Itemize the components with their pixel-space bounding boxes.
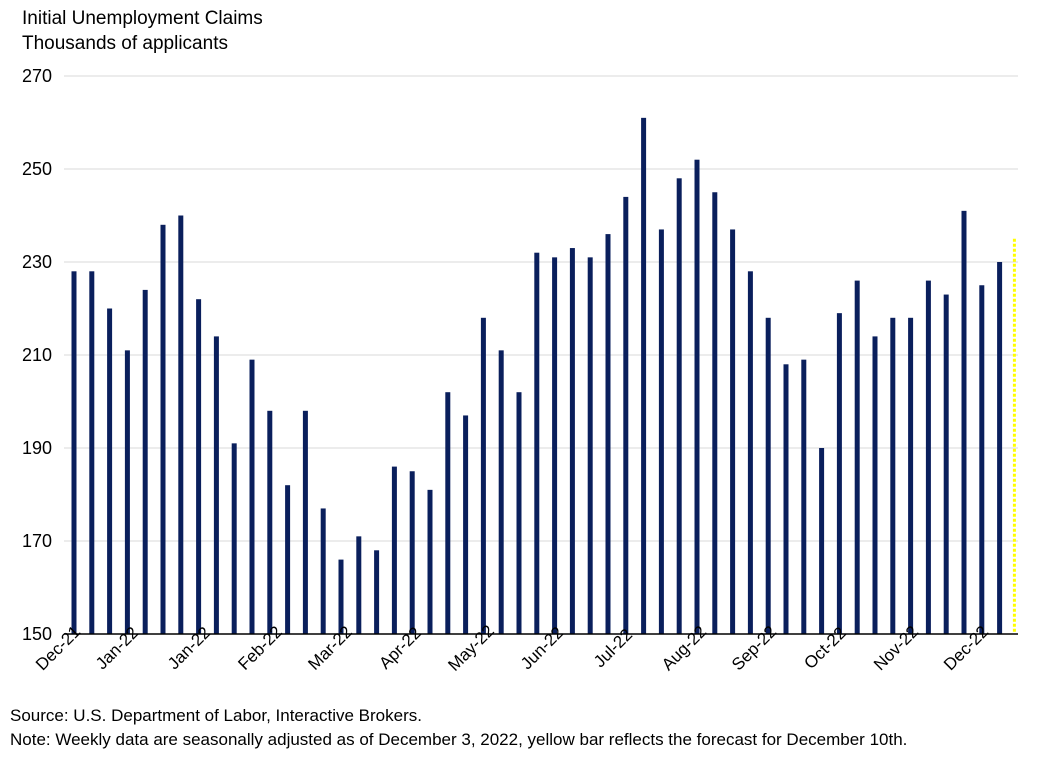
x-tick-label: Feb-22	[234, 622, 286, 674]
bar	[836, 313, 842, 634]
bar	[356, 536, 362, 634]
x-tick-label: Jan-22	[92, 623, 142, 673]
chart-subtitle: Thousands of applicants	[22, 33, 228, 54]
bar	[587, 257, 593, 634]
x-tick-label: Sep-22	[728, 622, 780, 674]
bar	[908, 317, 914, 634]
bar	[747, 271, 753, 634]
y-tick-label: 210	[22, 345, 52, 365]
bar	[961, 210, 967, 634]
bar	[979, 285, 985, 634]
x-tick-label: Nov-22	[870, 622, 922, 674]
bar	[997, 262, 1003, 634]
bars	[71, 117, 1016, 635]
y-tick-label: 150	[22, 624, 52, 644]
bar	[374, 550, 380, 634]
source-note: Source: U.S. Department of Labor, Intera…	[10, 706, 422, 725]
y-axis: 150 170 190 210 230 250 270	[22, 66, 52, 644]
bar	[498, 350, 504, 634]
bar	[71, 271, 77, 634]
bar	[124, 350, 130, 634]
bar	[676, 178, 682, 635]
bar	[872, 336, 878, 634]
bar	[427, 489, 433, 634]
bar	[480, 317, 486, 634]
x-tick-label: Aug-22	[658, 622, 710, 674]
bar	[320, 508, 326, 634]
bar	[890, 317, 896, 634]
bar	[943, 294, 949, 634]
y-tick-label: 190	[22, 438, 52, 458]
bar	[854, 280, 860, 634]
bar	[445, 392, 451, 634]
bar	[213, 336, 219, 634]
x-tick-label: May-22	[444, 621, 498, 675]
bar	[534, 252, 540, 634]
bar	[730, 229, 736, 634]
bar	[641, 117, 647, 635]
bar	[160, 224, 166, 635]
bar	[605, 234, 611, 634]
bar	[712, 192, 718, 634]
bar	[819, 448, 825, 634]
x-tick-label: Jun-22	[517, 623, 567, 673]
bar	[391, 466, 397, 634]
bar	[249, 359, 255, 634]
bar	[142, 289, 148, 634]
bar	[925, 280, 931, 634]
bar	[178, 215, 184, 634]
bar	[89, 271, 95, 634]
bar	[338, 559, 344, 634]
bar	[196, 299, 202, 634]
bar	[516, 392, 522, 634]
bar	[569, 248, 575, 635]
x-tick-label: Jan-22	[164, 623, 214, 673]
chart-title: Initial Unemployment Claims	[22, 8, 263, 29]
x-tick-label: Jul-22	[590, 625, 636, 671]
y-tick-label: 250	[22, 159, 52, 179]
bar	[623, 196, 629, 634]
bar	[552, 257, 558, 634]
bar	[231, 443, 237, 634]
bar	[285, 485, 291, 634]
footnote: Note: Weekly data are seasonally adjuste…	[10, 730, 908, 749]
bar	[694, 159, 700, 634]
x-tick-label: Apr-22	[375, 623, 425, 673]
y-tick-label: 170	[22, 531, 52, 551]
bar	[765, 317, 771, 634]
bar	[302, 410, 308, 634]
bar	[463, 415, 469, 634]
bar	[801, 359, 807, 634]
bar	[658, 229, 664, 634]
bar	[783, 364, 789, 634]
y-tick-label: 230	[22, 252, 52, 272]
bar	[267, 410, 273, 634]
y-tick-label: 270	[22, 66, 52, 86]
x-tick-label: Oct-22	[800, 623, 850, 673]
bar	[107, 308, 113, 634]
bar	[409, 471, 415, 634]
x-tick-label: Mar-22	[304, 622, 356, 674]
